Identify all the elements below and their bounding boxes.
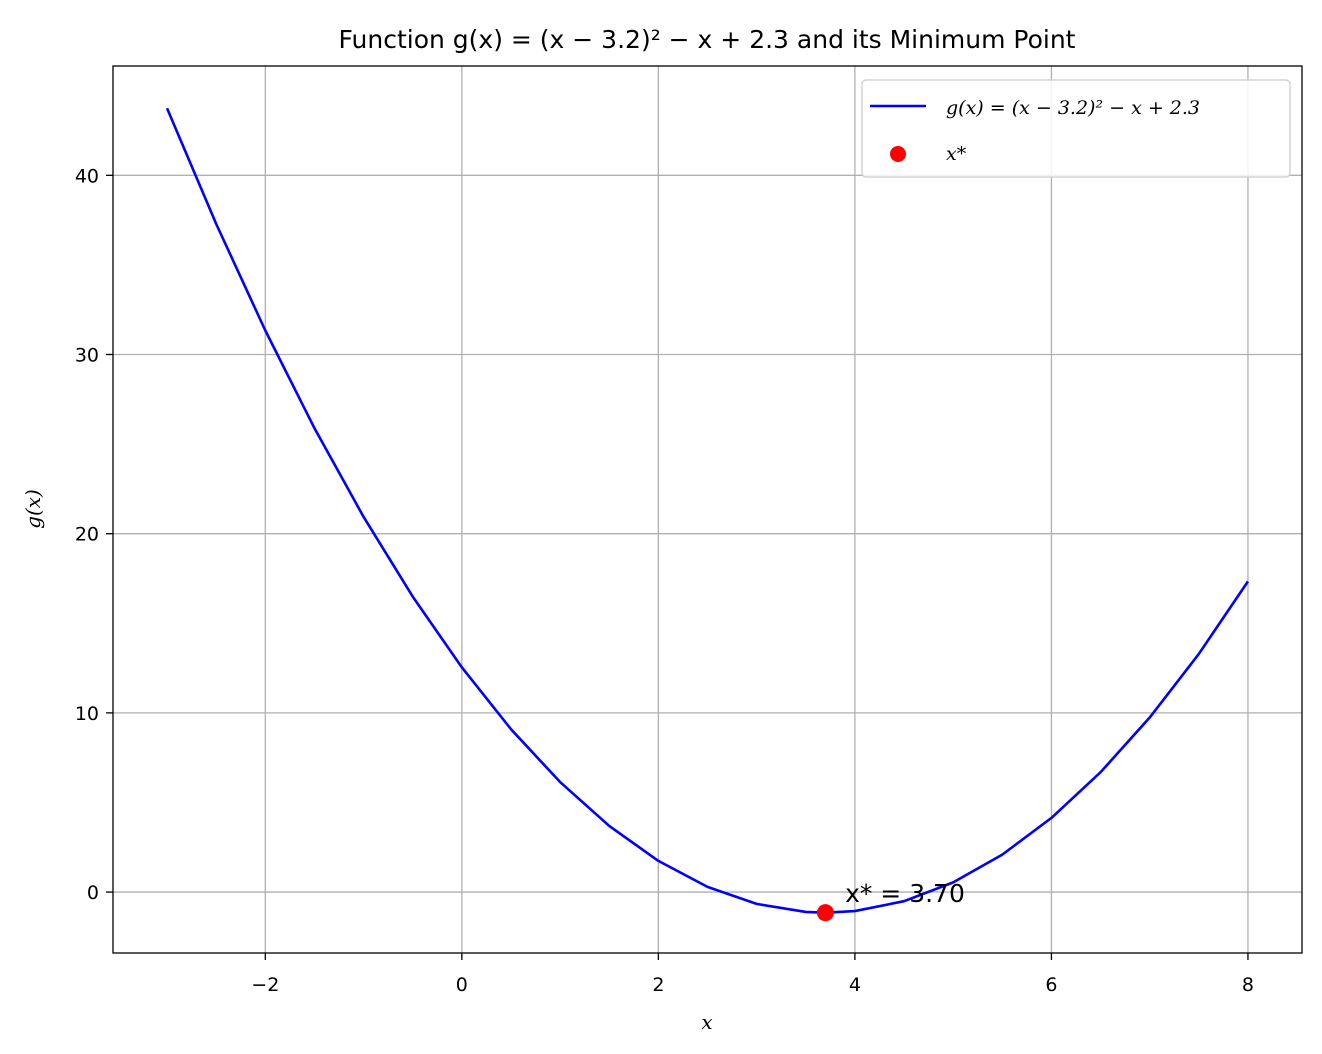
series-layer <box>165 107 1250 922</box>
y-tick-label: 20 <box>75 524 99 546</box>
x-tick-label: 8 <box>1242 974 1254 996</box>
ticks: −2 0 2 4 6 8 0 10 20 30 40 <box>75 165 1254 996</box>
x-tick-label: 2 <box>652 974 664 996</box>
y-axis-title: g(x) <box>21 489 45 529</box>
x-tick-label: 0 <box>456 974 468 996</box>
legend: g(x) = (x − 3.2)² − x + 2.3 x* <box>861 79 1291 178</box>
y-tick-label: 10 <box>75 703 99 725</box>
legend-label-minimum: x* <box>946 143 967 165</box>
axes-frame <box>112 65 1303 954</box>
chart-title: Function g(x) = (x − 3.2)² − x + 2.3 and… <box>339 25 1076 54</box>
y-tick-label: 40 <box>75 165 99 187</box>
minimum-annotation: x* = 3.70 <box>845 879 965 908</box>
x-tick-label: −2 <box>251 974 279 996</box>
legend-marker-swatch <box>890 146 906 162</box>
x-tick-label: 4 <box>849 974 861 996</box>
legend-label-curve: g(x) = (x − 3.2)² − x + 2.3 <box>946 97 1200 119</box>
y-tick-label: 0 <box>87 882 99 904</box>
x-tick-label: 6 <box>1045 974 1057 996</box>
x-axis-title: x <box>701 1010 712 1034</box>
function-curve <box>165 107 1250 914</box>
legend-box <box>861 79 1291 178</box>
minimum-point-marker <box>816 904 834 922</box>
y-tick-label: 30 <box>75 344 99 366</box>
